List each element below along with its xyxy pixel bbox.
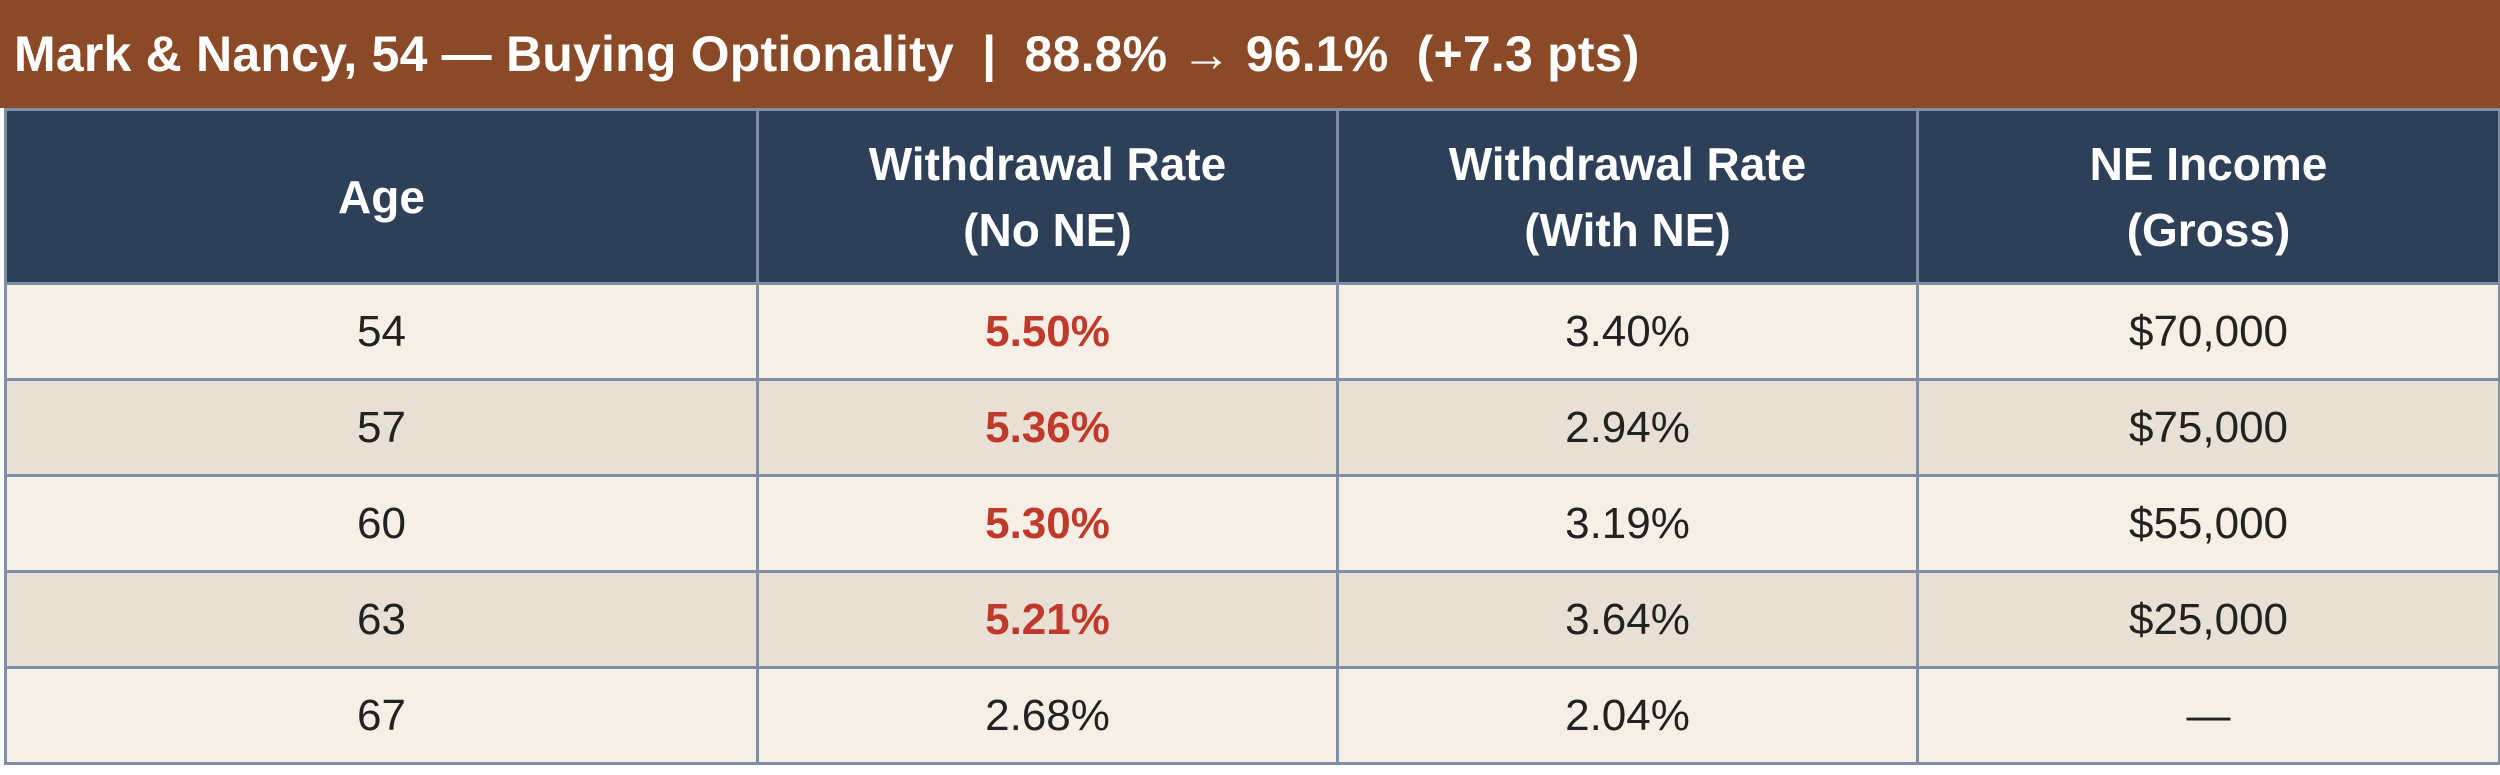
- cell-ne-income: —: [1916, 666, 2500, 765]
- withdrawal-table: Age Withdrawal Rate (No NE) Withdrawal R…: [4, 108, 2500, 765]
- header-ne-income-line1: NE Income: [2089, 137, 2328, 190]
- header-rate-with-ne-line1: Withdrawal Rate: [1448, 137, 1807, 190]
- cell-ne-income: $25,000: [1916, 570, 2500, 669]
- cell-rate-with-ne: 2.94%: [1336, 378, 1919, 477]
- cell-rate-with-ne: 3.40%: [1336, 282, 1919, 381]
- header-ne-income-line2: (Gross): [2126, 203, 2291, 256]
- cell-age: 60: [4, 474, 759, 573]
- header-age-label: Age: [338, 170, 425, 223]
- cell-age: 57: [4, 378, 759, 477]
- header-rate-no-ne-line2: (No NE): [963, 203, 1132, 256]
- cell-rate-no-ne: 5.36%: [756, 378, 1339, 477]
- header-ne-income: NE Income (Gross): [1916, 108, 2500, 285]
- cell-rate-no-ne: 5.30%: [756, 474, 1339, 573]
- cell-rate-with-ne: 3.64%: [1336, 570, 1919, 669]
- cell-rate-no-ne: 5.50%: [756, 282, 1339, 381]
- cell-ne-income: $75,000: [1916, 378, 2500, 477]
- table-container: Age Withdrawal Rate (No NE) Withdrawal R…: [4, 108, 2500, 774]
- title-bar: Mark & Nancy, 54 — Buying Optionality | …: [0, 0, 2500, 108]
- cell-ne-income: $55,000: [1916, 474, 2500, 573]
- cell-age: 54: [4, 282, 759, 381]
- cell-rate-with-ne: 2.04%: [1336, 666, 1919, 765]
- header-rate-no-ne: Withdrawal Rate (No NE): [756, 108, 1339, 285]
- cell-ne-income: $70,000: [1916, 282, 2500, 381]
- header-age: Age: [4, 108, 759, 285]
- header-rate-with-ne-line2: (With NE): [1524, 203, 1731, 256]
- page-title: Mark & Nancy, 54 — Buying Optionality | …: [14, 26, 1640, 82]
- cell-age: 63: [4, 570, 759, 669]
- table-header: Age Withdrawal Rate (No NE) Withdrawal R…: [4, 108, 2500, 285]
- table-row: 60 5.30% 3.19% $55,000: [4, 474, 2500, 573]
- table-body: 54 5.50% 3.40% $70,000 57 5.36% 2.94% $7…: [4, 282, 2500, 765]
- table-row: 57 5.36% 2.94% $75,000: [4, 378, 2500, 477]
- table-row: 63 5.21% 3.64% $25,000: [4, 570, 2500, 669]
- table-row: 54 5.50% 3.40% $70,000: [4, 282, 2500, 381]
- cell-rate-with-ne: 3.19%: [1336, 474, 1919, 573]
- header-rate-no-ne-line1: Withdrawal Rate: [868, 137, 1227, 190]
- header-row: Age Withdrawal Rate (No NE) Withdrawal R…: [4, 108, 2500, 285]
- table-row: 67 2.68% 2.04% —: [4, 666, 2500, 765]
- header-rate-with-ne: Withdrawal Rate (With NE): [1336, 108, 1919, 285]
- cell-rate-no-ne: 5.21%: [756, 570, 1339, 669]
- cell-age: 67: [4, 666, 759, 765]
- cell-rate-no-ne: 2.68%: [756, 666, 1339, 765]
